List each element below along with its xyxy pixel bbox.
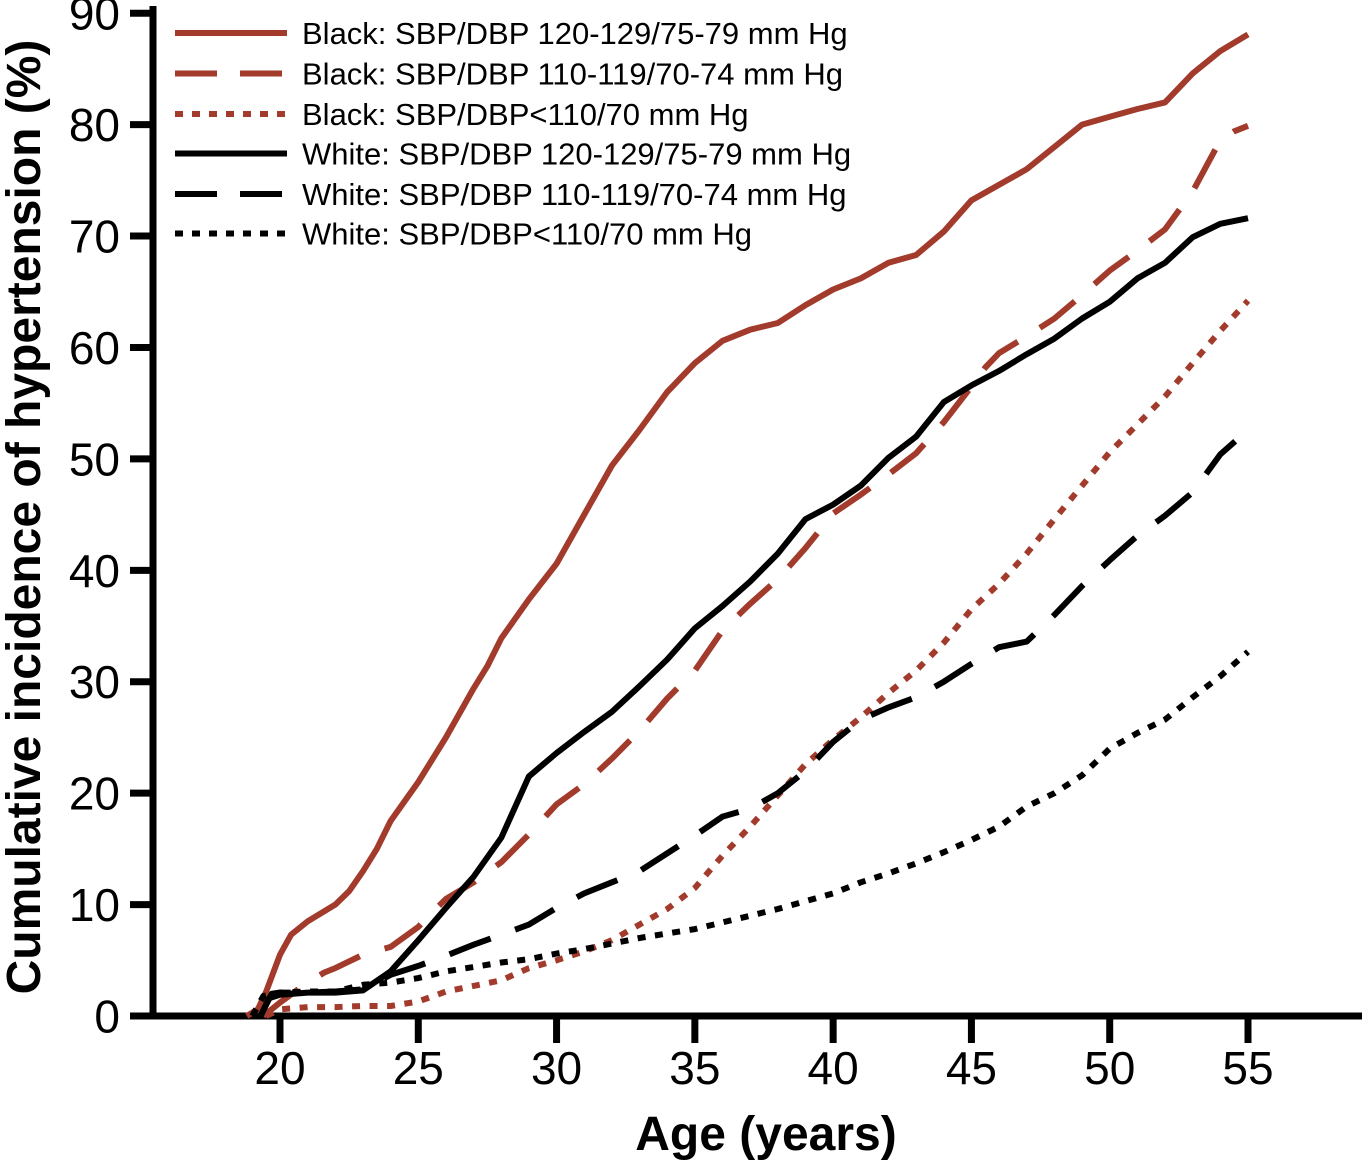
series-line-white-120-129 xyxy=(257,215,1249,1018)
legend: Black: SBP/DBP 120-129/75-79 mm Hg Black:… xyxy=(175,16,851,252)
series-line-white-110-119 xyxy=(257,427,1250,1018)
y-tick-label: 60 xyxy=(69,322,120,374)
legend-item-black-lt-110: Black: SBP/DBP<110/70 mm Hg xyxy=(175,97,749,132)
y-axis-title: Cumulative incidence of hypertension (%) xyxy=(0,40,51,995)
x-axis-title: Age (years) xyxy=(635,1108,896,1161)
legend-item-white-110-119: White: SBP/DBP 110-119/70-74 mm Hg xyxy=(175,177,846,212)
legend-item-white-lt-110: White: SBP/DBP<110/70 mm Hg xyxy=(175,217,752,252)
y-tick-label: 50 xyxy=(69,433,120,485)
series-layer xyxy=(245,31,1251,1019)
series-line-black-lt-110 xyxy=(264,298,1251,1019)
legend-label: Black: SBP/DBP 110-119/70-74 mm Hg xyxy=(302,57,843,92)
series-line-black-120-129 xyxy=(245,31,1250,1019)
x-tick-label: 20 xyxy=(254,1042,305,1094)
y-tick-label: 20 xyxy=(69,768,120,820)
legend-label: Black: SBP/DBP 120-129/75-79 mm Hg xyxy=(302,16,848,51)
y-tick-label: 70 xyxy=(69,211,120,263)
x-tick-label: 50 xyxy=(1084,1042,1135,1094)
x-tick-label: 35 xyxy=(669,1042,720,1094)
y-tick-label: 0 xyxy=(94,991,120,1043)
legend-label: White: SBP/DBP 120-129/75-79 mm Hg xyxy=(302,137,851,172)
y-tick-label: 40 xyxy=(69,545,120,597)
x-tick-label: 25 xyxy=(393,1042,444,1094)
x-tick-label: 30 xyxy=(531,1042,582,1094)
x-tick-label: 45 xyxy=(946,1042,997,1094)
y-tick-label: 10 xyxy=(69,879,120,931)
x-tick-label: 40 xyxy=(808,1042,859,1094)
y-tick-label: 80 xyxy=(69,99,120,151)
legend-label: Black: SBP/DBP<110/70 mm Hg xyxy=(302,97,749,132)
y-tick-label: 30 xyxy=(69,656,120,708)
series-line-black-110-119 xyxy=(261,123,1250,1019)
legend-item-black-120-129: Black: SBP/DBP 120-129/75-79 mm Hg xyxy=(175,16,848,51)
x-tick-label: 55 xyxy=(1222,1042,1273,1094)
legend-item-white-120-129: White: SBP/DBP 120-129/75-79 mm Hg xyxy=(175,137,851,172)
legend-label: White: SBP/DBP 110-119/70-74 mm Hg xyxy=(302,177,846,212)
axes-layer: 0 10 20 30 40 50 60 70 80 90 20 25 30 35 40 45 50 55 xyxy=(69,0,1362,1094)
legend-label: White: SBP/DBP<110/70 mm Hg xyxy=(302,217,752,252)
y-tick-label: 90 xyxy=(69,0,120,40)
legend-item-black-110-119: Black: SBP/DBP 110-119/70-74 mm Hg xyxy=(175,57,843,92)
